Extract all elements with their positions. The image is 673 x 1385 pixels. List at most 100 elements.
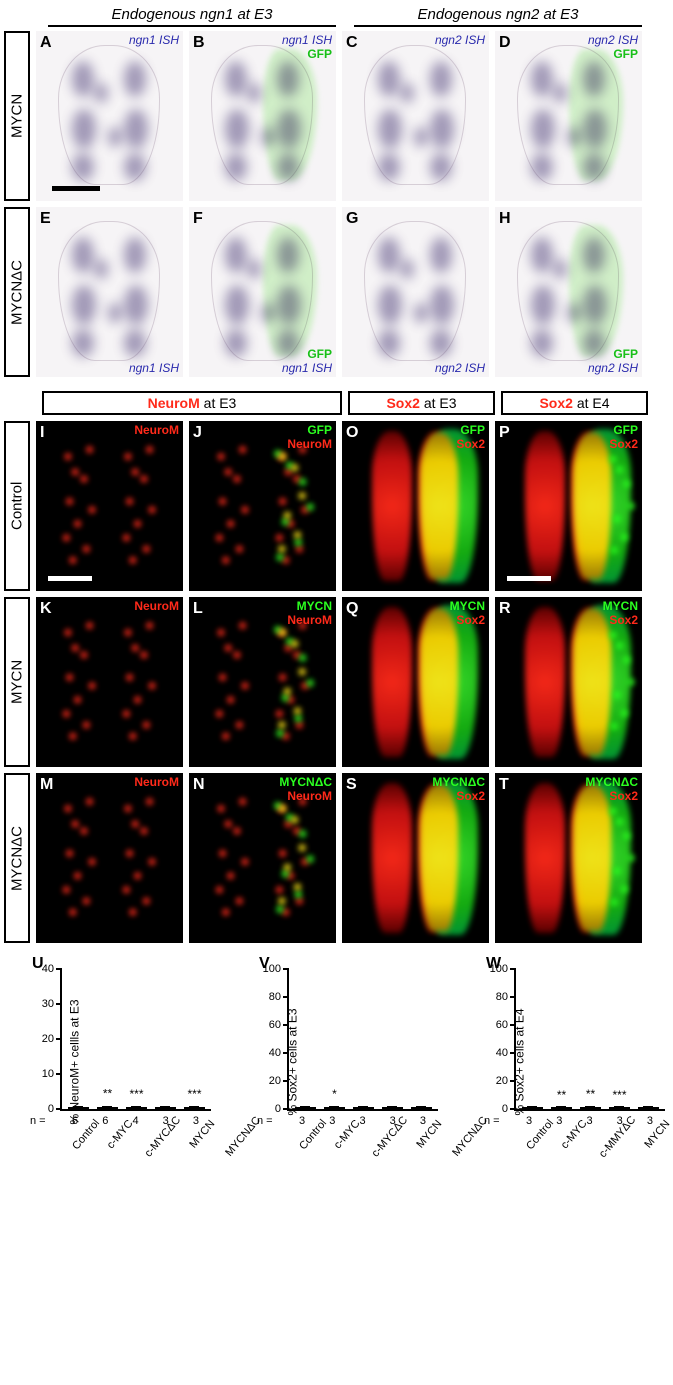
row-label-mycnδc: MYCNΔC (4, 207, 30, 377)
panel-corner-text: Sox2 (456, 437, 485, 451)
panel-O: OGFPSox2 (342, 421, 489, 591)
panel-N: NMYCNΔCNeuroM (189, 773, 336, 943)
panel-corner-text: MYCN (287, 599, 332, 613)
bar-Control (295, 1107, 315, 1109)
significance-marker: ** (103, 1087, 112, 1101)
bar-c-MYC: ** (97, 1107, 117, 1109)
panel-corner-text: NeuroM (287, 437, 332, 451)
panel-letter: D (499, 34, 511, 52)
significance-marker: * (332, 1087, 337, 1101)
header-neurom-rest: at E3 (204, 395, 237, 411)
header-sox2e4-hi: Sox2 (539, 395, 572, 411)
panel-letter: Q (346, 600, 358, 618)
row-label-control: Control (4, 421, 30, 591)
y-tick-label: 80 (496, 991, 508, 1003)
panel-corner-text: MYCN (450, 599, 485, 613)
bar-c-MYC: * (324, 1107, 344, 1109)
panel-P: PGFPSox2 (495, 421, 642, 591)
panel-corner-text: Sox2 (585, 789, 638, 803)
significance-marker: *** (612, 1088, 626, 1102)
y-tick-label: 60 (496, 1019, 508, 1031)
n-equals-label: n = (257, 1115, 273, 1127)
panel-J: J GFPNeuroM (189, 421, 336, 591)
bar-MYCNΔC: *** (184, 1107, 204, 1109)
panel-corner-text: ngn1 ISH (129, 361, 179, 375)
panel-letter: A (40, 34, 52, 52)
header-ngn1: Endogenous ngn1 at E3 (42, 4, 342, 25)
panel-corner-text: ngn1 ISH (282, 33, 332, 47)
panel-letter: N (193, 776, 205, 794)
panel-corner-text: GFP (287, 423, 332, 437)
n-equals-label: n = (30, 1115, 46, 1127)
panel-corner-text: ngn2 ISH (435, 33, 485, 47)
panel-T: TMYCNΔCSox2 (495, 773, 642, 943)
y-tick-label: 60 (269, 1019, 281, 1031)
panel-F: FGFPngn1 ISH (189, 207, 336, 377)
bar-c-MYCΔC (353, 1107, 373, 1109)
panel-corner-text: Sox2 (450, 613, 485, 627)
bar-MYCNΔC (411, 1107, 431, 1109)
panel-letter: W (486, 955, 501, 973)
panel-letter: P (499, 424, 510, 442)
y-tick-label: 0 (502, 1103, 508, 1115)
panel-corner-text: Sox2 (609, 437, 638, 451)
panel-R: RMYCNSox2 (495, 597, 642, 767)
n-equals-label: n = (484, 1115, 500, 1127)
panel-C: Cngn2 ISH (342, 31, 489, 201)
header-ngn2: Endogenous ngn2 at E3 (348, 4, 648, 25)
header-sox2e3-rest: at E3 (424, 395, 457, 411)
panel-I: I NeuroM (36, 421, 183, 591)
row-label-mycn: MYCN (4, 31, 30, 201)
scale-bar (52, 186, 100, 191)
row-label-mycnδc: MYCNΔC (4, 773, 30, 943)
header-sox2-e4: Sox2 at E4 (501, 391, 648, 415)
panel-E: Engn1 ISH (36, 207, 183, 377)
header-sox2e4-rest: at E4 (577, 395, 610, 411)
header-neurom: NeuroM at E3 (42, 391, 342, 415)
plot-area: 020406080100******* (514, 969, 665, 1111)
y-tick-label: 40 (269, 1047, 281, 1059)
y-tick-label: 30 (42, 998, 54, 1010)
panel-Q: Q MYCNSox2 (342, 597, 489, 767)
panel-corner-text: MYCNΔC (432, 775, 485, 789)
plot-area: 020406080100* (287, 969, 438, 1111)
panel-M: MNeuroM (36, 773, 183, 943)
panel-letter: I (40, 424, 44, 442)
y-tick-label: 10 (42, 1068, 54, 1080)
chart-W: W% Sox2+ cells at E4020406080100*******n… (476, 957, 669, 1167)
panel-letter: E (40, 210, 51, 228)
panel-corner-text: NeuroM (134, 423, 179, 437)
y-tick-label: 0 (48, 1103, 54, 1115)
panel-D: Dngn2 ISHGFP (495, 31, 642, 201)
panel-corner-text: GFP (282, 347, 332, 361)
panel-letter: U (32, 955, 44, 973)
panel-letter: J (193, 424, 202, 442)
panel-corner-text: GFP (588, 347, 638, 361)
panel-letter: F (193, 210, 203, 228)
ish-column-headers: Endogenous ngn1 at E3 Endogenous ngn2 at… (42, 4, 669, 25)
bar-Control (68, 1107, 88, 1109)
panel-B: Bngn1 ISHGFP (189, 31, 336, 201)
ish-panel-block: MYCNAngn1 ISHBngn1 ISHGFPCngn2 ISHDngn2 … (4, 31, 669, 377)
chart-U: U% NeuroM+ cellls at E3010203040********… (22, 957, 215, 1167)
panel-letter: S (346, 776, 357, 794)
panel-corner-text: ngn1 ISH (129, 33, 179, 47)
panel-letter: L (193, 600, 203, 618)
panel-corner-text: MYCNΔC (279, 775, 332, 789)
scale-bar (507, 576, 551, 581)
panel-letter: O (346, 424, 358, 442)
panel-K: KNeuroM (36, 597, 183, 767)
y-tick-label: 20 (42, 1033, 54, 1045)
bar-MYCNΔC (638, 1107, 658, 1109)
panel-corner-text: ngn2 ISH (588, 361, 638, 375)
bar-charts: U% NeuroM+ cellls at E3010203040********… (22, 957, 669, 1167)
panel-letter: T (499, 776, 509, 794)
y-tick-label: 20 (496, 1075, 508, 1087)
panel-corner-text: NeuroM (134, 599, 179, 613)
scale-bar (48, 576, 92, 581)
panel-letter: H (499, 210, 511, 228)
y-tick-label: 80 (269, 991, 281, 1003)
bar-c-MYCΔC: *** (126, 1107, 146, 1109)
row-label-mycn: MYCN (4, 597, 30, 767)
panel-corner-text: ngn2 ISH (435, 361, 485, 375)
